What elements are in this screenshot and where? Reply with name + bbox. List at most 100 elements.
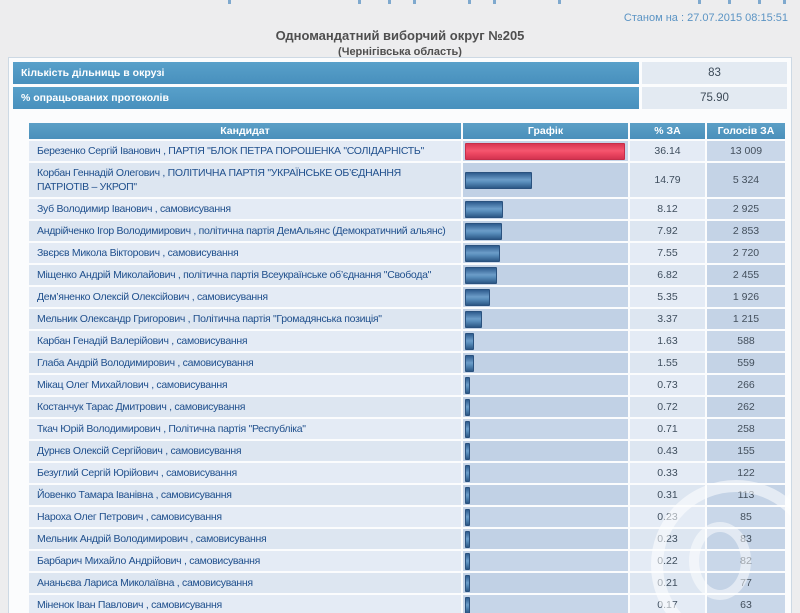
candidate-cell: Костанчук Тарас Дмитрович , самовисуванн… (29, 397, 461, 417)
table-row: Мікац Олег Михайлович , самовисування 0.7… (29, 375, 785, 395)
votes-cell: 5 324 (707, 163, 785, 197)
bar-cell (463, 375, 628, 395)
candidate-cell: Ананьєва Лариса Миколаївна , самовисуван… (29, 573, 461, 593)
percent-cell: 0.71 (630, 419, 705, 439)
percent-cell: 7.92 (630, 221, 705, 241)
bar-cell (463, 595, 628, 613)
candidate-cell: Березенко Сергій Іванович , ПАРТІЯ "БЛОК… (29, 141, 461, 161)
table-row: Нароха Олег Петрович , самовисування 0.23… (29, 507, 785, 527)
bar-cell (463, 551, 628, 571)
results-panel: Кількість дільниць в окрузі 83 % опрацьо… (8, 57, 792, 613)
table-row: Міненок Іван Павлович , самовисування 0.1… (29, 595, 785, 613)
table-row: Карбан Генадій Валерійович , самовисуван… (29, 331, 785, 351)
table-row: Міщенко Андрій Миколайович , політична п… (29, 265, 785, 285)
column-header-graph: Графік (463, 123, 628, 139)
table-row: Безуглий Сергій Юрійович , самовисування… (29, 463, 785, 483)
table-row: Дем’яненко Олексій Олексійович , самовис… (29, 287, 785, 307)
result-bar (465, 552, 470, 570)
votes-cell: 2 925 (707, 199, 785, 219)
table-row: Ананьєва Лариса Миколаївна , самовисуван… (29, 573, 785, 593)
percent-cell: 0.72 (630, 397, 705, 417)
percent-cell: 0.23 (630, 507, 705, 527)
votes-cell: 77 (707, 573, 785, 593)
bar-cell (463, 441, 628, 461)
bar-cell (463, 199, 628, 219)
result-bar (465, 398, 471, 416)
bar-cell (463, 463, 628, 483)
votes-cell: 2 720 (707, 243, 785, 263)
result-bar (465, 288, 491, 306)
summary-section: Кількість дільниць в окрузі 83 % опрацьо… (9, 58, 791, 109)
candidate-cell: Йовенко Тамара Іванівна , самовисування (29, 485, 461, 505)
bar-cell (463, 141, 628, 161)
table-row: Мельник Андрій Володимирович , самовисув… (29, 529, 785, 549)
percent-cell: 0.22 (630, 551, 705, 571)
percent-cell: 3.37 (630, 309, 705, 329)
result-bar (465, 376, 471, 394)
table-row: Мельник Олександр Григорович , Політична… (29, 309, 785, 329)
votes-cell: 113 (707, 485, 785, 505)
result-bar (465, 464, 470, 482)
percent-cell: 1.55 (630, 353, 705, 373)
result-bar (465, 332, 475, 350)
page-title: Одномандатний виборчий округ №205 (275, 28, 525, 43)
votes-cell: 2 853 (707, 221, 785, 241)
votes-cell: 1 215 (707, 309, 785, 329)
percent-cell: 8.12 (630, 199, 705, 219)
candidate-cell: Барбарич Михайло Андрійович , самовисува… (29, 551, 461, 571)
summary-value-districts: 83 (642, 62, 787, 84)
bar-cell (463, 573, 628, 593)
result-bar (465, 574, 470, 592)
bar-cell (463, 529, 628, 549)
candidate-cell: Корбан Геннадій Олегович , ПОЛІТИЧНА ПАР… (29, 163, 461, 197)
result-bar (465, 486, 470, 504)
percent-cell: 36.14 (630, 141, 705, 161)
summary-label-districts: Кількість дільниць в окрузі (13, 62, 639, 84)
percent-cell: 0.73 (630, 375, 705, 395)
percent-cell: 0.23 (630, 529, 705, 549)
votes-cell: 83 (707, 529, 785, 549)
percent-cell: 0.31 (630, 485, 705, 505)
candidate-cell: Дем’яненко Олексій Олексійович , самовис… (29, 287, 461, 307)
votes-cell: 63 (707, 595, 785, 613)
votes-cell: 82 (707, 551, 785, 571)
bar-cell (463, 419, 628, 439)
bar-cell (463, 287, 628, 307)
votes-cell: 155 (707, 441, 785, 461)
candidate-cell: Міненок Іван Павлович , самовисування (29, 595, 461, 613)
bar-cell (463, 163, 628, 197)
bar-cell (463, 265, 628, 285)
table-row: Барбарич Михайло Андрійович , самовисува… (29, 551, 785, 571)
percent-cell: 1.63 (630, 331, 705, 351)
timestamp: Станом на : 27.07.2015 08:15:51 (623, 12, 788, 24)
votes-cell: 559 (707, 353, 785, 373)
bar-cell (463, 397, 628, 417)
votes-cell: 122 (707, 463, 785, 483)
candidate-cell: Звєрєв Микола Вікторович , самовисування (29, 243, 461, 263)
summary-row-districts: Кількість дільниць в окрузі 83 (13, 62, 787, 84)
column-header-candidate: Кандидат (29, 123, 461, 139)
candidate-cell: Мельник Андрій Володимирович , самовисув… (29, 529, 461, 549)
result-bar (465, 530, 470, 548)
candidate-cell: Мельник Олександр Григорович , Політична… (29, 309, 461, 329)
candidate-cell: Зуб Володимир Іванович , самовисування (29, 199, 461, 219)
results-table: Кандидат Графік % ЗА Голосів ЗА Березенк… (27, 121, 787, 613)
bar-cell (463, 353, 628, 373)
candidate-cell: Дурнєв Олексій Сергійович , самовисуванн… (29, 441, 461, 461)
percent-cell: 6.82 (630, 265, 705, 285)
table-row: Костанчук Тарас Дмитрович , самовисуванн… (29, 397, 785, 417)
result-bar (465, 171, 532, 189)
bar-cell (463, 221, 628, 241)
bar-cell (463, 309, 628, 329)
candidate-cell: Міщенко Андрій Миколайович , політична п… (29, 265, 461, 285)
table-row: Йовенко Тамара Іванівна , самовисування 0… (29, 485, 785, 505)
result-bar (465, 310, 482, 328)
candidate-cell: Карбан Генадій Валерійович , самовисуван… (29, 331, 461, 351)
result-bar (465, 508, 470, 526)
table-row: Ткач Юрій Володимирович , Політична парт… (29, 419, 785, 439)
table-row: Березенко Сергій Іванович , ПАРТІЯ "БЛОК… (29, 141, 785, 161)
candidate-cell: Ткач Юрій Володимирович , Політична парт… (29, 419, 461, 439)
candidate-cell: Мікац Олег Михайлович , самовисування (29, 375, 461, 395)
result-bar (465, 200, 503, 218)
table-row: Зуб Володимир Іванович , самовисування 8.… (29, 199, 785, 219)
